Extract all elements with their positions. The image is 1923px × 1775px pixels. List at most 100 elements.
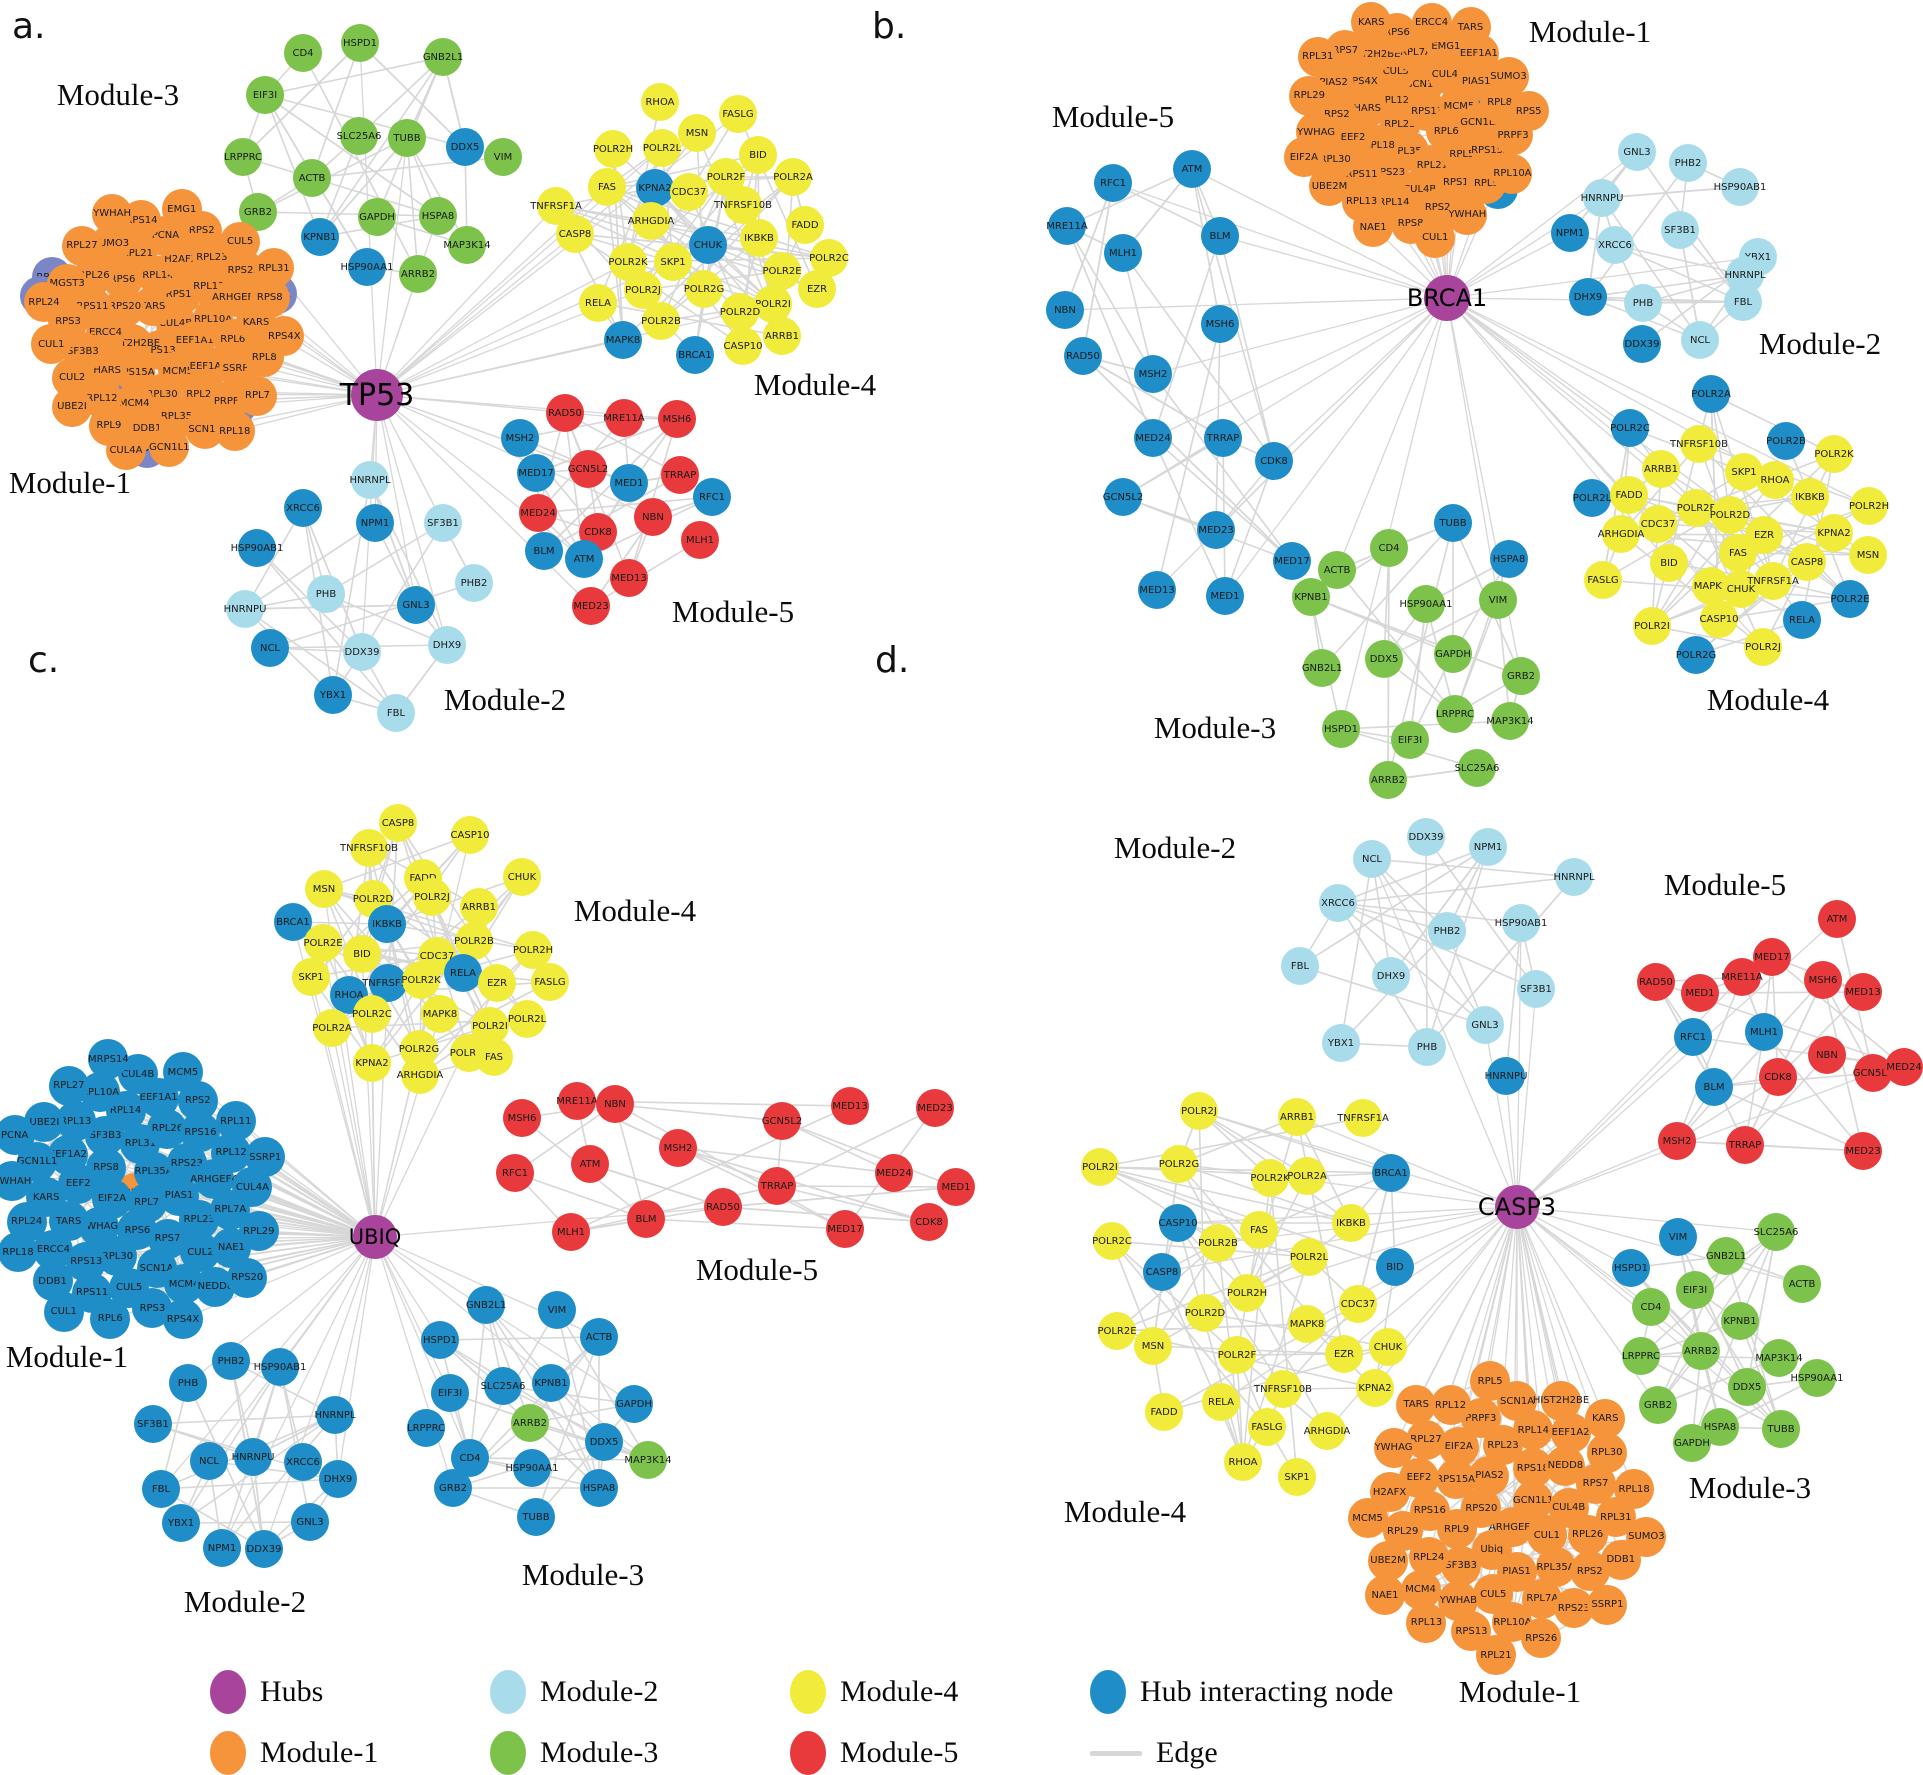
node-POLR2B[interactable]: POLR2B: [1766, 422, 1806, 460]
node-POLR2G[interactable]: POLR2G: [684, 270, 724, 308]
node-FAS[interactable]: FAS: [475, 1038, 513, 1076]
node-GCN5L2[interactable]: GCN5L2: [1103, 478, 1143, 516]
node-ARHGDIA[interactable]: ARHGDIA: [1598, 515, 1644, 553]
node-TARS[interactable]: TARS: [1396, 1384, 1437, 1425]
node-MED17[interactable]: MED17: [826, 1210, 864, 1248]
node-CHUK[interactable]: CHUK: [1369, 1328, 1407, 1366]
node-MSN[interactable]: MSN: [1849, 536, 1887, 574]
node-FADD[interactable]: FADD: [786, 206, 824, 244]
node-KARS[interactable]: KARS: [1585, 1398, 1626, 1439]
node-HNRNPU[interactable]: HNRNPU: [224, 590, 266, 628]
node-RPL18[interactable]: RPL18: [214, 411, 255, 452]
node-DHX9[interactable]: DHX9: [428, 626, 466, 664]
node-EMG1[interactable]: EMG1: [161, 189, 202, 230]
node-FASLG[interactable]: FASLG: [1248, 1408, 1286, 1446]
node-POLR2I[interactable]: POLR2I: [1633, 607, 1671, 645]
node-MSN[interactable]: MSN: [678, 114, 716, 152]
node-FADD[interactable]: FADD: [1610, 476, 1648, 514]
node-XRCC6[interactable]: XRCC6: [284, 489, 322, 527]
node-TUBB[interactable]: TUBB: [1762, 1410, 1800, 1448]
node-MSH2[interactable]: MSH2: [659, 1129, 697, 1167]
node-TUBB[interactable]: TUBB: [1434, 504, 1472, 542]
node-POLR2H[interactable]: POLR2H: [1849, 487, 1889, 525]
node-SF3B1[interactable]: SF3B1: [1517, 970, 1555, 1008]
node-ATM[interactable]: ATM: [1173, 150, 1211, 188]
node-LRPPRC[interactable]: LRPPRC: [407, 1409, 445, 1447]
node-MED23[interactable]: MED23: [1844, 1132, 1882, 1170]
node-MSH2[interactable]: MSH2: [501, 419, 539, 457]
node-RHOA[interactable]: RHOA: [1756, 461, 1794, 499]
node-TARS[interactable]: TARS: [1450, 7, 1491, 48]
node-KPNA2[interactable]: KPNA2: [1815, 514, 1853, 552]
node-MED24[interactable]: MED24: [519, 494, 557, 532]
node-RPL18[interactable]: RPL18: [1614, 1469, 1655, 1510]
node-POLR2I[interactable]: POLR2I: [1081, 1148, 1119, 1186]
node-MAP3K14[interactable]: MAP3K14: [1755, 1339, 1803, 1377]
node-PHB2[interactable]: PHB2: [1428, 912, 1466, 950]
node-ATM[interactable]: ATM: [565, 540, 603, 578]
node-CHUK[interactable]: CHUK: [689, 226, 727, 264]
node-ARRB2[interactable]: ARRB2: [399, 255, 437, 293]
node-HNRNPL[interactable]: HNRNPL: [1553, 858, 1595, 896]
node-CD4[interactable]: CD4: [1632, 1288, 1670, 1326]
node-KPNB1[interactable]: KPNB1: [532, 1364, 570, 1402]
node-RPL21[interactable]: RPL21: [1475, 1635, 1516, 1675]
node-RFC1[interactable]: RFC1: [496, 1154, 534, 1192]
node-TNFRSF1A[interactable]: TNFRSF1A: [1747, 562, 1799, 600]
node-RPL31[interactable]: RPL31: [1297, 36, 1338, 77]
node-HNRNPU[interactable]: HNRNPU: [232, 1438, 274, 1476]
node-MED17[interactable]: MED17: [1273, 542, 1311, 580]
node-MSH2[interactable]: MSH2: [1658, 1122, 1696, 1160]
node-MED24[interactable]: MED24: [875, 1154, 913, 1192]
hub-node-BRCA1[interactable]: BRCA1: [1407, 275, 1487, 321]
node-SLC25A6[interactable]: SLC25A6: [1455, 749, 1499, 787]
node-TRRAP[interactable]: TRRAP: [1726, 1126, 1764, 1164]
node-FADD[interactable]: FADD: [1145, 1393, 1183, 1431]
node-MED23[interactable]: MED23: [572, 587, 610, 625]
node-KPNA2[interactable]: KPNA2: [1356, 1369, 1394, 1407]
node-SUMO3[interactable]: SUMO3: [1488, 56, 1529, 97]
node-GNB2L1[interactable]: GNB2L1: [1706, 1237, 1746, 1275]
node-HSPD1[interactable]: HSPD1: [1322, 710, 1360, 748]
node-POLR2A[interactable]: POLR2A: [312, 1009, 352, 1047]
node-ARHGDIA[interactable]: ARHGDIA: [628, 202, 674, 240]
node-GCN1L1[interactable]: GCN1L1: [149, 427, 190, 468]
node-XRCC6[interactable]: XRCC6: [1319, 884, 1357, 922]
node-SLC25A6[interactable]: SLC25A6: [337, 117, 381, 155]
node-KPNA2[interactable]: KPNA2: [353, 1044, 391, 1082]
node-RPL13[interactable]: RPL13: [1406, 1602, 1447, 1643]
node-POLR2A[interactable]: POLR2A: [1691, 375, 1731, 413]
node-RPL24[interactable]: RPL24: [24, 282, 65, 323]
node-HNRNPU[interactable]: HNRNPU: [1581, 179, 1623, 217]
node-POLR2K[interactable]: POLR2K: [1814, 435, 1854, 473]
node-IKBKB[interactable]: IKBKB: [368, 905, 406, 943]
node-POLR2J[interactable]: POLR2J: [1744, 628, 1782, 666]
node-POLR2G[interactable]: POLR2G: [1159, 1145, 1199, 1183]
node-YBX1[interactable]: YBX1: [314, 676, 352, 714]
node-IKBKB[interactable]: IKBKB: [1332, 1204, 1370, 1242]
node-POLR2J[interactable]: POLR2J: [413, 878, 451, 916]
node-POLR2C[interactable]: POLR2C: [1610, 409, 1650, 447]
node-RELA[interactable]: RELA: [1783, 601, 1821, 639]
node-MRE11A[interactable]: MRE11A: [1721, 958, 1763, 996]
node-TNFRSF1A[interactable]: TNFRSF1A: [1337, 1099, 1389, 1137]
node-MED17[interactable]: MED17: [517, 454, 555, 492]
node-CASP10[interactable]: CASP10: [1159, 1204, 1197, 1242]
node-POLR2K[interactable]: POLR2K: [1250, 1159, 1290, 1197]
node-POLR2L[interactable]: POLR2L: [1290, 1238, 1328, 1276]
node-RAD50[interactable]: RAD50: [1064, 337, 1102, 375]
node-POLR2B[interactable]: POLR2B: [641, 302, 681, 340]
node-BRCA1[interactable]: BRCA1: [676, 336, 714, 374]
node-HNRNPL[interactable]: HNRNPL: [349, 461, 391, 499]
node-EZR[interactable]: EZR: [1325, 1335, 1363, 1373]
node-MED13[interactable]: MED13: [610, 559, 648, 597]
node-FBL[interactable]: FBL: [377, 694, 415, 732]
node-YBX1[interactable]: YBX1: [162, 1504, 200, 1542]
node-GNB2L1[interactable]: GNB2L1: [1302, 649, 1342, 687]
node-LRPPRC[interactable]: LRPPRC: [1436, 695, 1474, 733]
node-CUL5[interactable]: CUL5: [220, 221, 261, 262]
node-ARRB2[interactable]: ARRB2: [1369, 761, 1407, 799]
node-PHB2[interactable]: PHB2: [1669, 144, 1707, 182]
node-GNL3[interactable]: GNL3: [1618, 133, 1656, 171]
node-HSP90AB1[interactable]: HSP90AB1: [1495, 904, 1547, 942]
